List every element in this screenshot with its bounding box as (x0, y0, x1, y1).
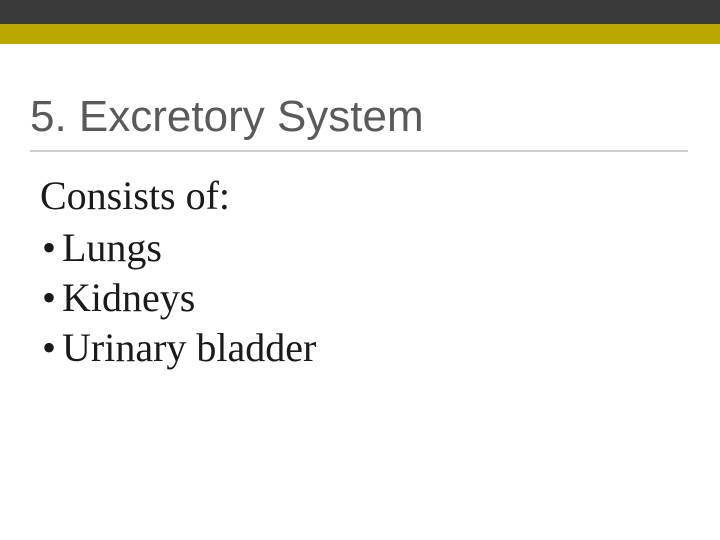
slide-title: 5. Excretory System (30, 92, 424, 142)
body-intro: Consists of: (40, 172, 316, 219)
body-text: Consists of: Lungs Kidneys Urinary bladd… (40, 172, 316, 373)
bullet-list: Lungs Kidneys Urinary bladder (40, 223, 316, 373)
top-band-olive (0, 24, 720, 44)
slide: 5. Excretory System Consists of: Lungs K… (0, 0, 720, 540)
list-item: Kidneys (40, 273, 316, 323)
list-item: Lungs (40, 223, 316, 273)
title-underline (30, 150, 688, 152)
top-band-dark (0, 0, 720, 24)
list-item: Urinary bladder (40, 323, 316, 373)
